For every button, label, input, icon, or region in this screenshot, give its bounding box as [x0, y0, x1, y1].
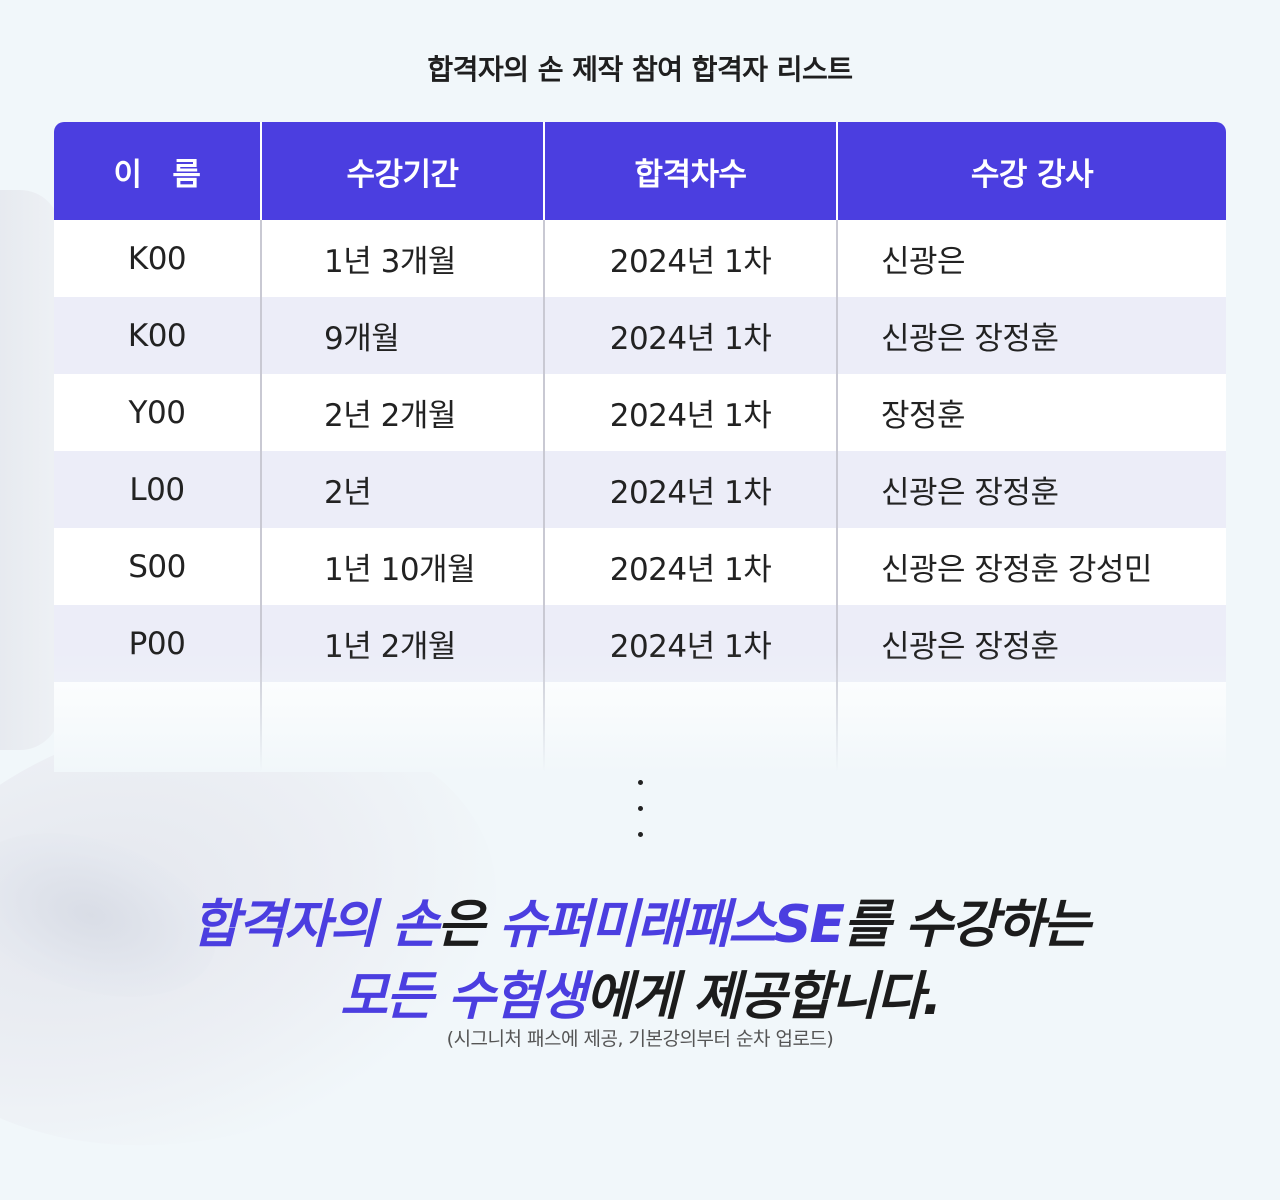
headline-accent: 슈퍼미래패스SE [498, 895, 845, 955]
page-title: 합격자의 손 제작 참여 합격자 리스트 [427, 53, 853, 86]
table-row: P00 1년 2개월 2024년 1차 신광은 장정훈 [54, 605, 1226, 682]
dot-icon [637, 780, 643, 785]
dot-icon [637, 832, 643, 837]
cell-name: Y00 [54, 374, 262, 451]
winners-table-container: 이 름 수강기간 합격차수 수강 강사 K00 1년 3개월 2024년 1차 … [54, 122, 1226, 772]
cell-round: 2024년 1차 [544, 220, 838, 297]
table-row: K00 1년 3개월 2024년 1차 신광은 [54, 220, 1226, 297]
cell-round: 2024년 1차 [544, 297, 838, 374]
headline-text: 에게 제공합니다. [585, 967, 942, 1027]
cell-teacher: 장정훈 [837, 374, 1226, 451]
footnote: (시그니처 패스에 제공, 기본강의부터 순차 업로드) [446, 1028, 834, 1050]
cell-round: 2024년 1차 [544, 451, 838, 528]
cell-teacher: 신광은 장정훈 [837, 297, 1226, 374]
header-teacher: 수강 강사 [837, 122, 1226, 220]
header-round: 합격차수 [544, 122, 838, 220]
cell-empty [261, 682, 545, 772]
cell-name: K00 [54, 220, 262, 297]
cell-name: K00 [54, 297, 262, 374]
cell-round: 2024년 1차 [544, 605, 838, 682]
cell-period: 2년 [261, 451, 545, 528]
cell-round: 2024년 1차 [544, 528, 838, 605]
cell-period: 2년 2개월 [261, 374, 545, 451]
winners-table: 이 름 수강기간 합격차수 수강 강사 K00 1년 3개월 2024년 1차 … [54, 122, 1226, 772]
cell-period: 1년 3개월 [261, 220, 545, 297]
headline-accent: 합격자의 손 [191, 895, 439, 955]
cell-period: 1년 2개월 [261, 605, 545, 682]
dot-icon [637, 806, 643, 811]
cell-name: P00 [54, 605, 262, 682]
cell-teacher: 신광은 장정훈 [837, 605, 1226, 682]
table-row: Y00 2년 2개월 2024년 1차 장정훈 [54, 374, 1226, 451]
cell-teacher: 신광은 [837, 220, 1226, 297]
table-row: L00 2년 2024년 1차 신광은 장정훈 [54, 451, 1226, 528]
table-header-row: 이 름 수강기간 합격차수 수강 강사 [54, 122, 1226, 220]
cell-empty [544, 682, 838, 772]
cell-name: L00 [54, 451, 262, 528]
cell-round: 2024년 1차 [544, 374, 838, 451]
table-row: K00 9개월 2024년 1차 신광은 장정훈 [54, 297, 1226, 374]
cell-period: 1년 10개월 [261, 528, 545, 605]
table-row-empty [54, 682, 1226, 772]
headline-text: 은 [437, 895, 499, 955]
cell-empty [837, 682, 1226, 772]
table-row: S00 1년 10개월 2024년 1차 신광은 장정훈 강성민 [54, 528, 1226, 605]
ellipsis-dots [634, 780, 646, 858]
headline-accent: 모든 수험생 [339, 967, 587, 1027]
headline-text: 를 수강하는 [842, 895, 1090, 955]
cell-name: S00 [54, 528, 262, 605]
cell-period: 9개월 [261, 297, 545, 374]
cell-teacher: 신광은 장정훈 강성민 [837, 528, 1226, 605]
header-name: 이 름 [54, 122, 262, 220]
header-period: 수강기간 [261, 122, 545, 220]
headline-line-1: 합격자의 손은 슈퍼미래패스SE를 수강하는 [0, 882, 1280, 957]
background-decoration [0, 190, 60, 750]
headline-line-2: 모든 수험생에게 제공합니다. [0, 954, 1280, 1029]
cell-empty [54, 682, 262, 772]
cell-teacher: 신광은 장정훈 [837, 451, 1226, 528]
